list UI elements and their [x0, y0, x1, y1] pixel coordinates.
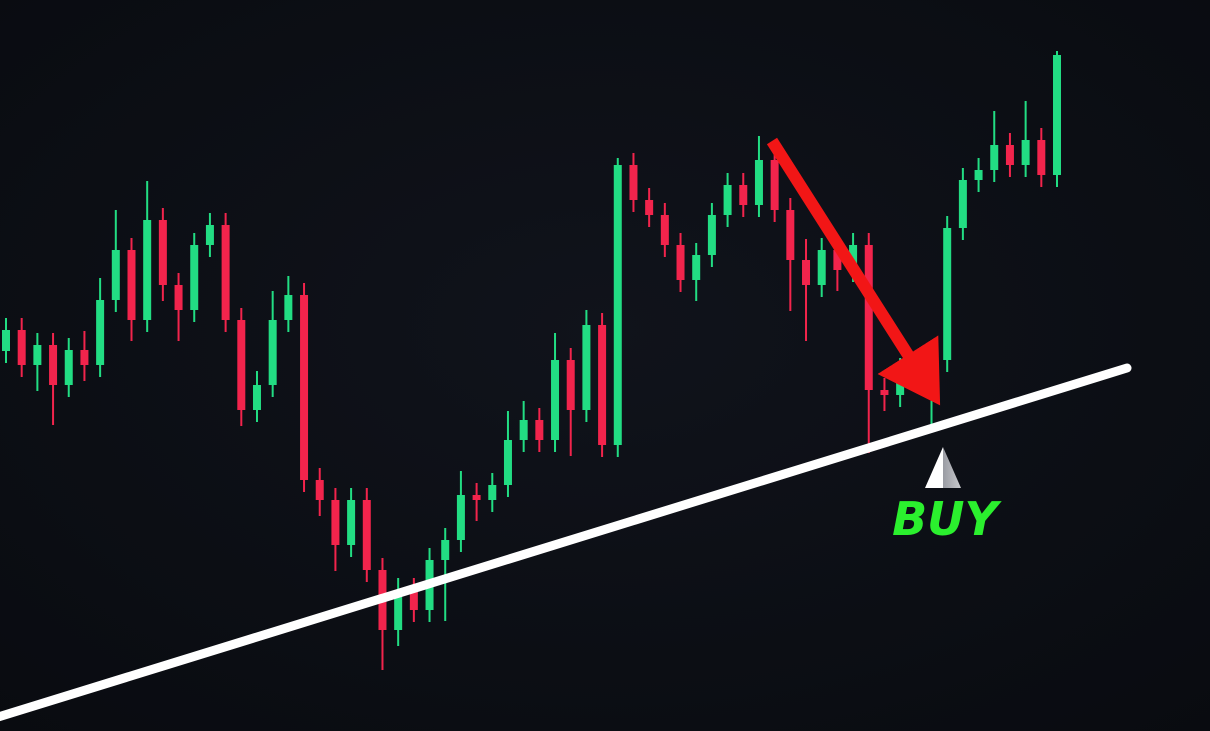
- candle-body: [80, 350, 89, 365]
- buy-marker: [925, 447, 961, 488]
- candle-body: [331, 500, 340, 545]
- candle-body: [692, 255, 701, 280]
- candle-body: [17, 330, 26, 365]
- candle-body: [754, 160, 763, 205]
- candle-body: [33, 345, 42, 365]
- candle-body: [880, 390, 889, 395]
- candle-body: [456, 495, 465, 540]
- candle-body: [143, 220, 152, 320]
- candle-body: [190, 245, 199, 310]
- candle-body: [205, 225, 214, 245]
- candles: [2, 51, 1061, 670]
- buy-label: BUY: [892, 492, 1002, 546]
- candle-body: [535, 420, 544, 440]
- candle-body: [786, 210, 795, 260]
- candle-body: [613, 165, 622, 445]
- candle-body: [284, 295, 293, 320]
- candle-body: [64, 350, 73, 385]
- candle-body: [158, 220, 167, 285]
- candle-body: [802, 260, 811, 285]
- down-arrow: [766, 137, 941, 406]
- candle-body: [864, 245, 873, 390]
- candle-body: [409, 590, 418, 610]
- candle-body: [566, 360, 575, 410]
- candle-body: [1021, 140, 1030, 165]
- candle-body: [896, 370, 905, 395]
- candle-body: [49, 345, 58, 385]
- candle-body: [739, 185, 748, 205]
- candle-body: [1037, 140, 1046, 175]
- candle-body: [347, 500, 356, 545]
- candle-body: [629, 165, 638, 200]
- candle-body: [833, 250, 842, 270]
- candle-body: [472, 495, 481, 500]
- candle-body: [974, 170, 983, 180]
- candle-body: [268, 320, 277, 385]
- candle-body: [676, 245, 685, 280]
- candle-body: [111, 250, 120, 300]
- candle-body: [441, 540, 450, 560]
- candle-body: [817, 250, 826, 285]
- candle-body: [237, 320, 246, 410]
- candle-body: [1053, 55, 1061, 175]
- candle-body: [96, 300, 105, 365]
- candle-body: [770, 160, 779, 210]
- candle-body: [943, 228, 952, 360]
- candle-body: [645, 200, 654, 215]
- candle-body: [252, 385, 261, 410]
- candle-body: [2, 330, 10, 351]
- candle-body: [598, 325, 607, 445]
- candle-body: [174, 285, 183, 310]
- candle-body: [723, 185, 732, 215]
- candle-body: [362, 500, 371, 570]
- candle-body: [707, 215, 716, 255]
- candle-body: [394, 590, 403, 630]
- candle-body: [519, 420, 528, 440]
- candle-body: [503, 440, 512, 485]
- candle-body: [127, 250, 136, 320]
- candle-body: [315, 480, 324, 500]
- candle-body: [300, 295, 309, 480]
- candle-body: [1005, 145, 1014, 165]
- candle-body: [582, 325, 591, 410]
- candle-body: [990, 145, 999, 170]
- candle-body: [221, 225, 230, 320]
- candle-body: [660, 215, 669, 245]
- candle-body: [551, 360, 560, 440]
- candle-body: [488, 485, 497, 500]
- trend-line: [0, 363, 1132, 722]
- candle-body: [958, 180, 967, 228]
